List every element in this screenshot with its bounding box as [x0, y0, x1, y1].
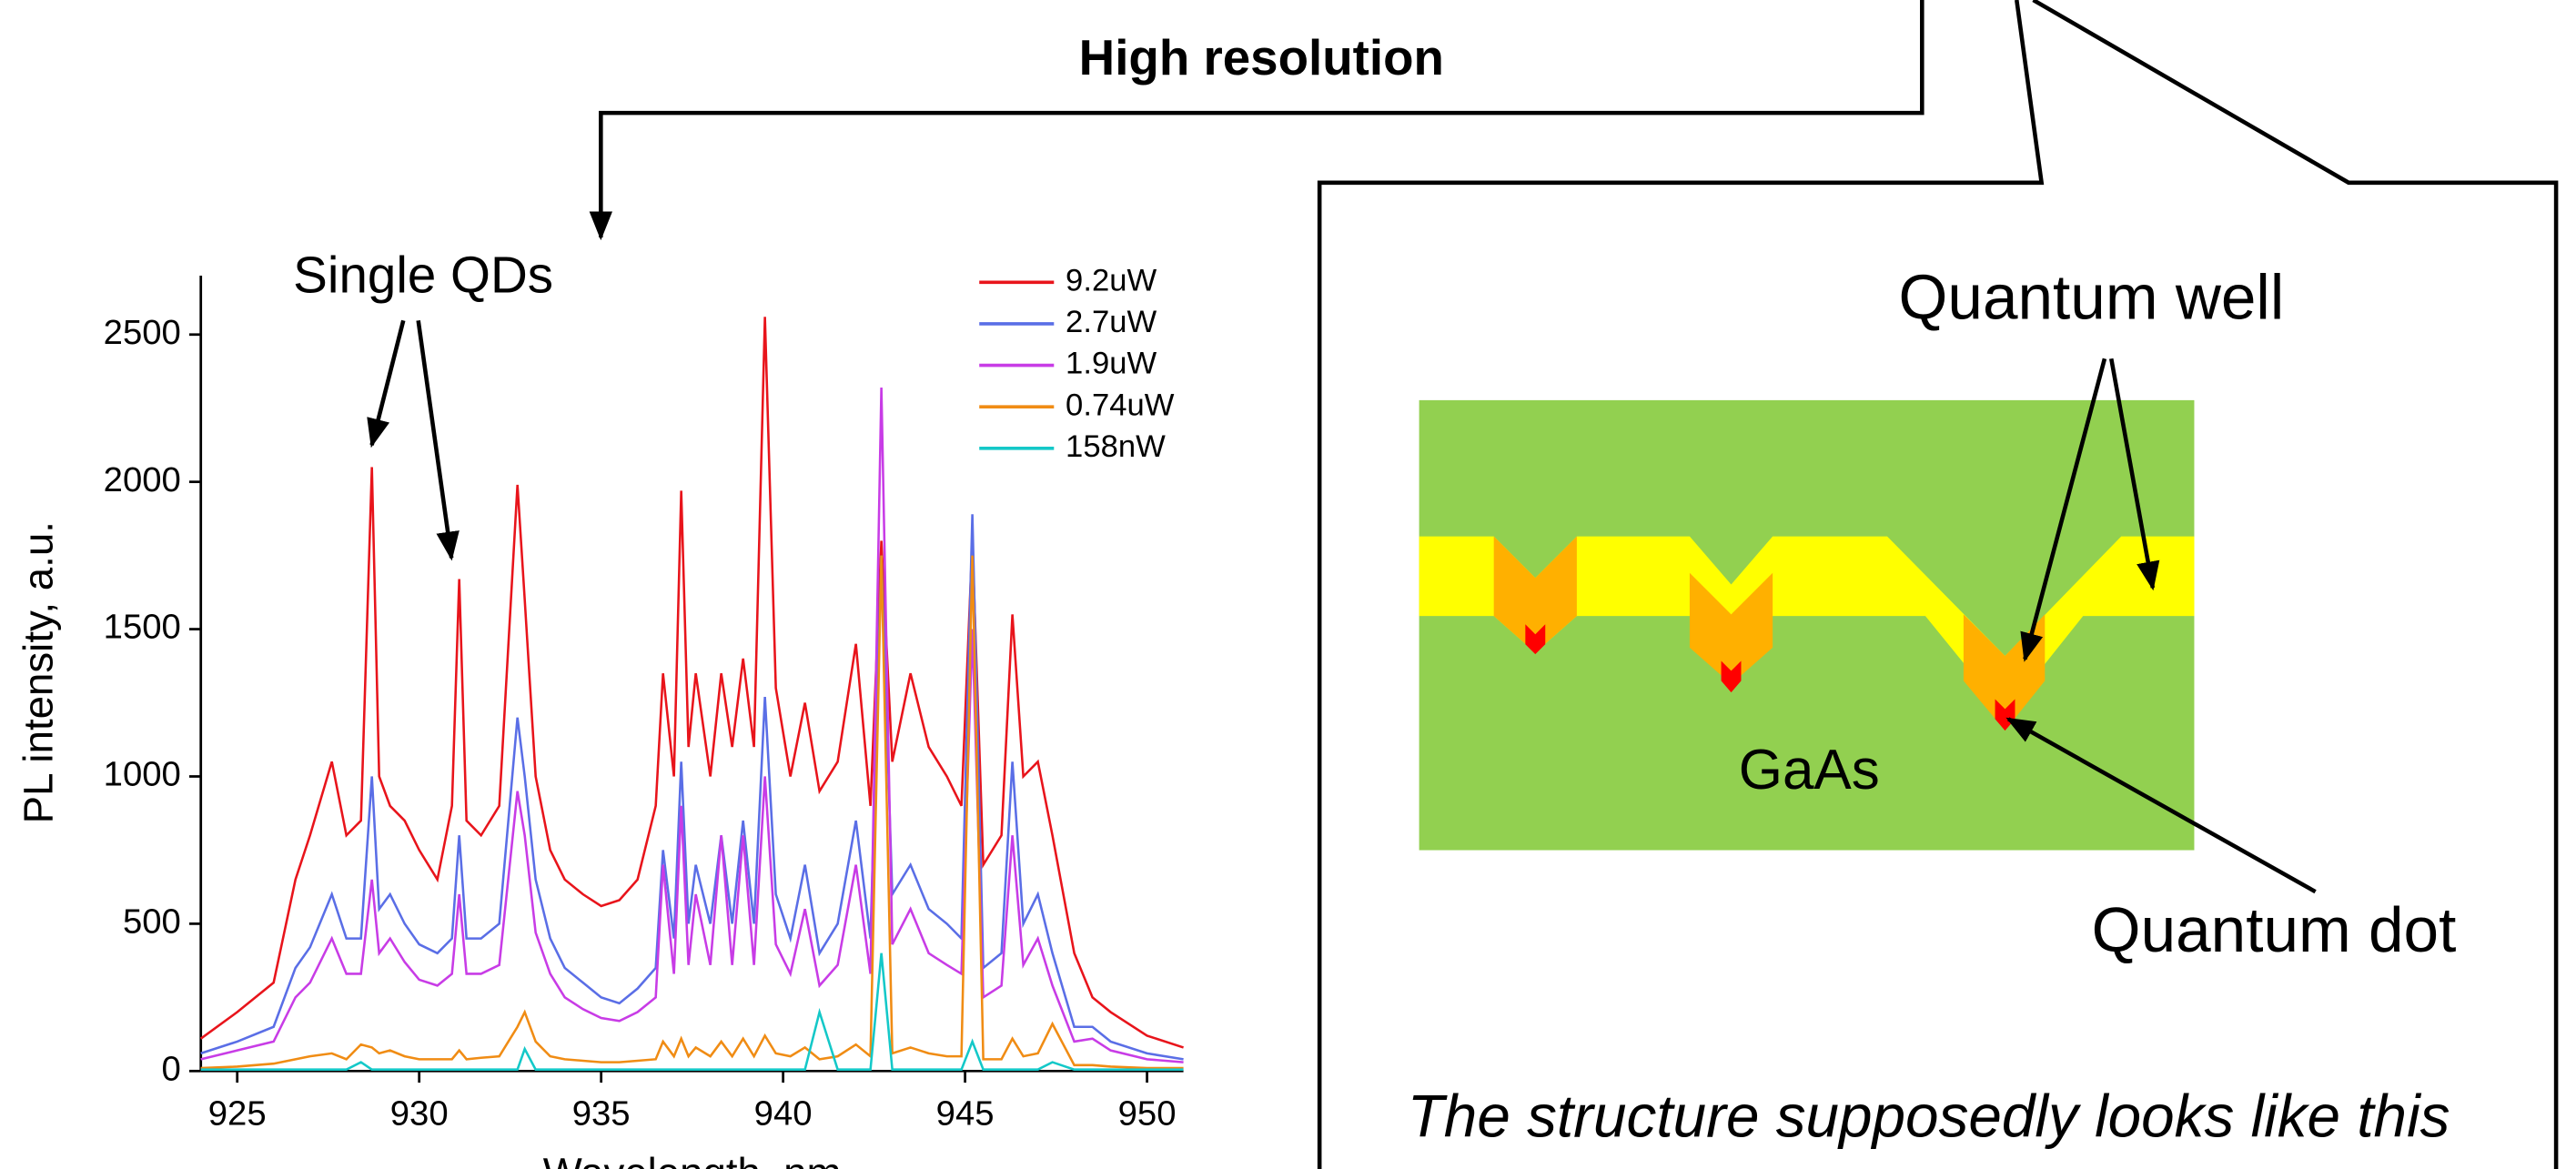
- legend-label: 158nW: [1066, 429, 1166, 464]
- x-tick-label: 945: [936, 1094, 995, 1134]
- annotation: Single QDs: [293, 247, 553, 304]
- arrow: [367, 319, 406, 448]
- x-axis-title: Wavelength, nm: [543, 1149, 842, 1169]
- legend-label: 9.2uW: [1066, 263, 1157, 297]
- y-tick-label: 2500: [104, 313, 181, 352]
- caption: The structure supposedly looks like this: [1408, 1083, 2450, 1149]
- y-tick-label: 500: [123, 902, 181, 942]
- quantum-dot: [1525, 624, 1546, 655]
- legend-label: 0.74uW: [1066, 388, 1175, 422]
- label: GaAs: [1739, 739, 1880, 801]
- connector-arrow: [589, 0, 1924, 241]
- arrow: [2005, 717, 2317, 894]
- dot-region: [1493, 536, 1577, 653]
- series-line: [200, 514, 1184, 1061]
- arrow: [416, 319, 460, 561]
- x-tick-label: 925: [208, 1094, 267, 1134]
- label: Quantum well: [1899, 261, 2285, 332]
- y-tick-label: 0: [162, 1049, 181, 1088]
- legend-label: 2.7uW: [1066, 305, 1157, 339]
- x-tick-label: 940: [754, 1094, 813, 1134]
- series-line: [200, 555, 1184, 1070]
- label: Quantum dot: [2092, 894, 2457, 965]
- x-tick-label: 930: [390, 1094, 449, 1134]
- series-line: [200, 388, 1184, 1063]
- arrow: [2109, 358, 2160, 591]
- quantum-dot: [1721, 660, 1742, 693]
- legend-label: 1.9uW: [1066, 347, 1157, 381]
- y-tick-label: 1500: [104, 608, 181, 647]
- frame: [2032, 0, 2559, 1169]
- series-line: [200, 952, 1184, 1071]
- frame: [1317, 0, 2045, 1169]
- y-axis-title: PL intensity, a.u.: [15, 521, 62, 823]
- structure-diagram: Quantum well GaAs Quantum dot The struct…: [1408, 261, 2457, 1149]
- arrow: [2020, 358, 2107, 662]
- x-tick-label: 935: [572, 1094, 631, 1134]
- x-tick-label: 950: [1118, 1094, 1177, 1134]
- y-tick-label: 1000: [104, 755, 181, 794]
- plot: 0 500 1000 1500 2000 2500 925 930 935 940 945 950 9.…: [104, 263, 1184, 1134]
- top-title: High resolution: [1079, 29, 1444, 86]
- dot-region: [1689, 572, 1773, 685]
- y-tick-label: 2000: [104, 460, 181, 499]
